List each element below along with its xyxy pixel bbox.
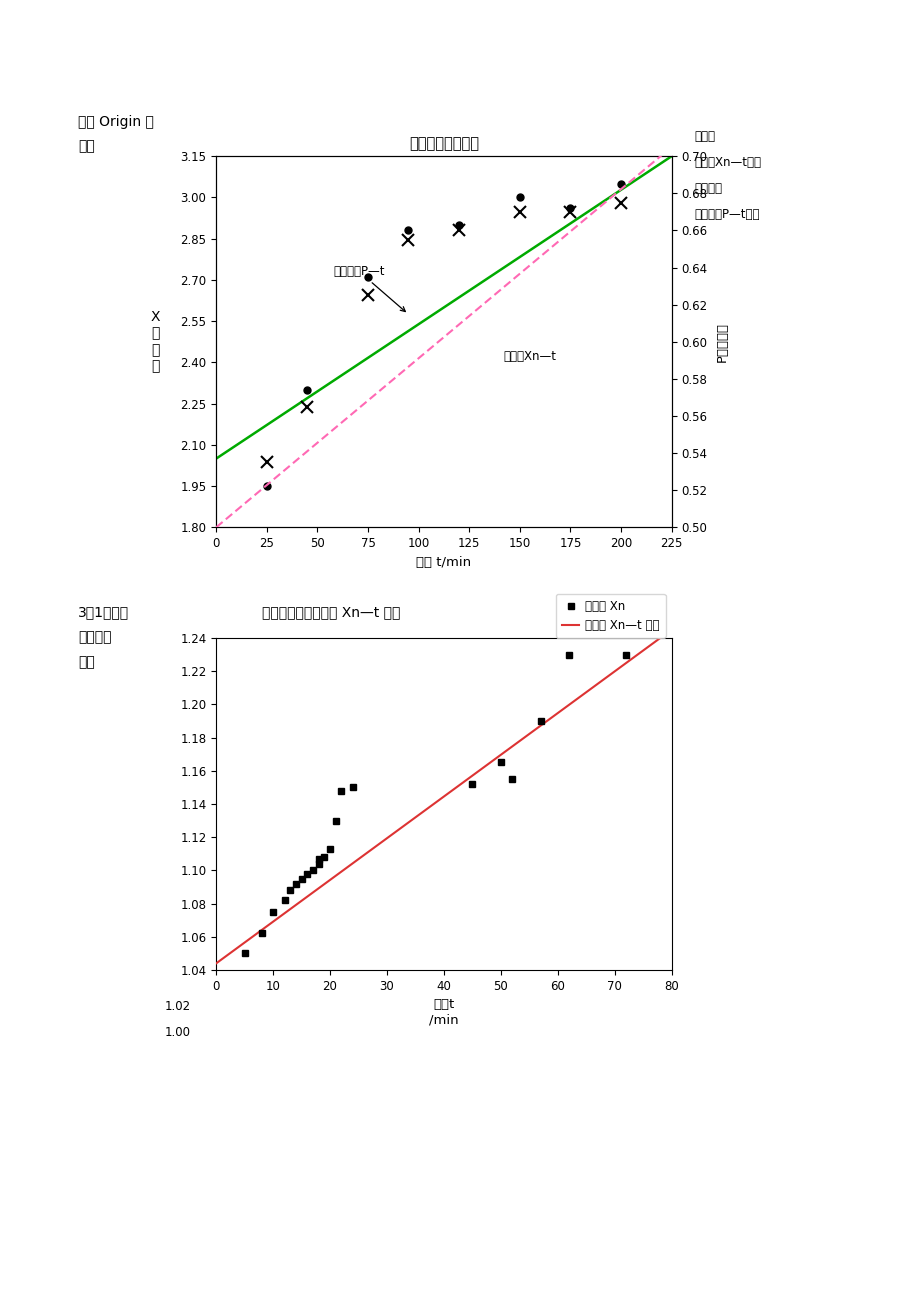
Text: 1.00: 1.00 xyxy=(165,1026,190,1039)
X-axis label: 时间 t/min: 时间 t/min xyxy=(416,556,471,569)
Text: 聚合度Xn—t曲线: 聚合度Xn—t曲线 xyxy=(694,156,761,169)
Legend: 聚合度 Xn, 聚合度 Xn—t 曲线: 聚合度 Xn, 聚合度 Xn—t 曲线 xyxy=(555,594,665,638)
Text: 算：: 算： xyxy=(78,655,95,669)
Text: 图：: 图： xyxy=(78,139,95,154)
Text: 利用 Origin 作: 利用 Origin 作 xyxy=(78,115,153,129)
Text: 反应程度: 反应程度 xyxy=(694,182,721,195)
Text: 由出水量计算聚合度 Xn—t 曲线: 由出水量计算聚合度 Xn—t 曲线 xyxy=(262,605,400,620)
Text: 1.02: 1.02 xyxy=(165,1000,190,1013)
Text: 聚合度: 聚合度 xyxy=(694,130,715,143)
Text: 3、1）利用: 3、1）利用 xyxy=(78,605,130,620)
Text: 反应程度P—t: 反应程度P—t xyxy=(334,266,405,311)
Text: 聚合度Xn—t: 聚合度Xn—t xyxy=(503,350,556,363)
Title: 聚酯的动力学曲线: 聚酯的动力学曲线 xyxy=(408,135,479,151)
Text: 反应程度P—t曲线: 反应程度P—t曲线 xyxy=(694,208,759,221)
Y-axis label: X
度
合
聚: X 度 合 聚 xyxy=(151,310,160,374)
Y-axis label: P反应程度: P反应程度 xyxy=(715,322,728,362)
X-axis label: 时间t
/min: 时间t /min xyxy=(428,999,459,1026)
Text: 出水量计: 出水量计 xyxy=(78,630,111,644)
